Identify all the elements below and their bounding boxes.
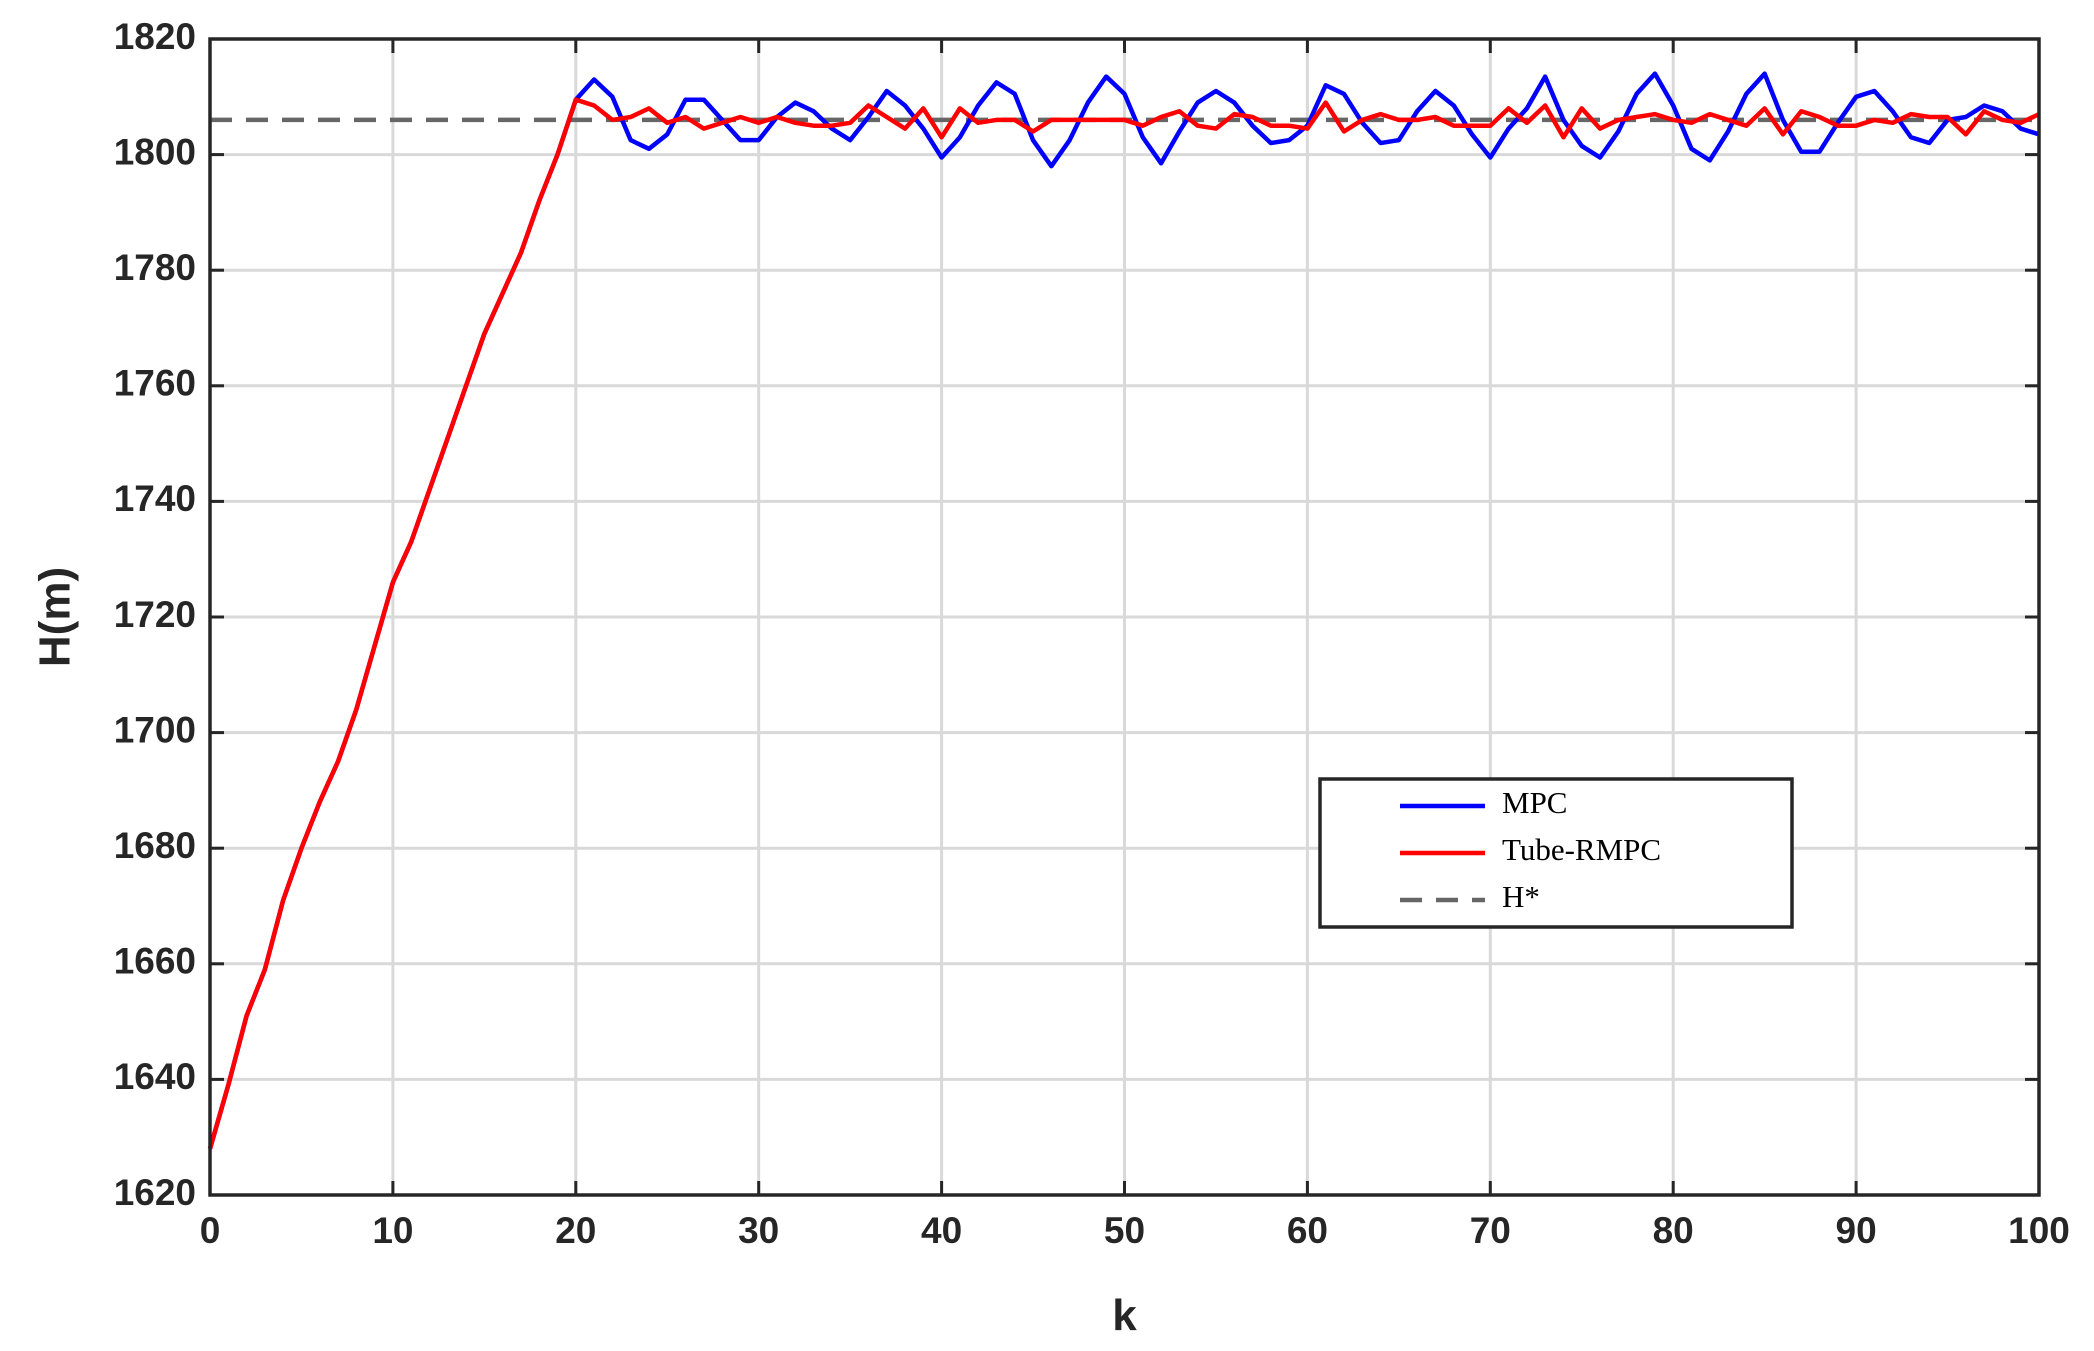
x-tick-label: 60 <box>1287 1210 1328 1251</box>
legend-label: MPC <box>1502 785 1567 820</box>
x-axis-label: k <box>1112 1291 1137 1340</box>
x-tick-label: 100 <box>2008 1210 2070 1251</box>
legend-box <box>1318 777 1794 929</box>
x-tick-label: 10 <box>372 1210 413 1251</box>
x-tick-label: 20 <box>555 1210 596 1251</box>
x-tick-label: 30 <box>738 1210 779 1251</box>
x-tick-label: 0 <box>200 1210 221 1251</box>
legend-label: Tube-RMPC <box>1502 832 1661 867</box>
y-tick-label: 1620 <box>114 1172 196 1213</box>
y-tick-label: 1680 <box>114 825 196 866</box>
x-tick-label: 70 <box>1470 1210 1511 1251</box>
y-tick-label: 1820 <box>114 16 196 57</box>
y-tick-label: 1700 <box>114 709 196 750</box>
axes-box <box>208 37 2041 1197</box>
y-tick-label: 1800 <box>114 131 196 172</box>
y-tick-label: 1640 <box>114 1056 196 1097</box>
y-tick-label: 1660 <box>114 941 196 982</box>
x-tick-label: 40 <box>921 1210 962 1251</box>
y-tick-label: 1760 <box>114 363 196 404</box>
series-line <box>207 97 2040 1150</box>
x-tick-label: 90 <box>1836 1210 1877 1251</box>
y-axis-label: H(m) <box>31 567 80 667</box>
y-tick-label: 1780 <box>114 247 196 288</box>
y-tick-label: 1740 <box>114 478 196 519</box>
x-tick-label: 80 <box>1653 1210 1694 1251</box>
x-tick-label: 50 <box>1104 1210 1145 1251</box>
legend: MPC Tube-RMPC H* <box>1318 777 1794 929</box>
y-tick-label: 1720 <box>114 594 196 635</box>
legend-label: H* <box>1502 879 1540 914</box>
